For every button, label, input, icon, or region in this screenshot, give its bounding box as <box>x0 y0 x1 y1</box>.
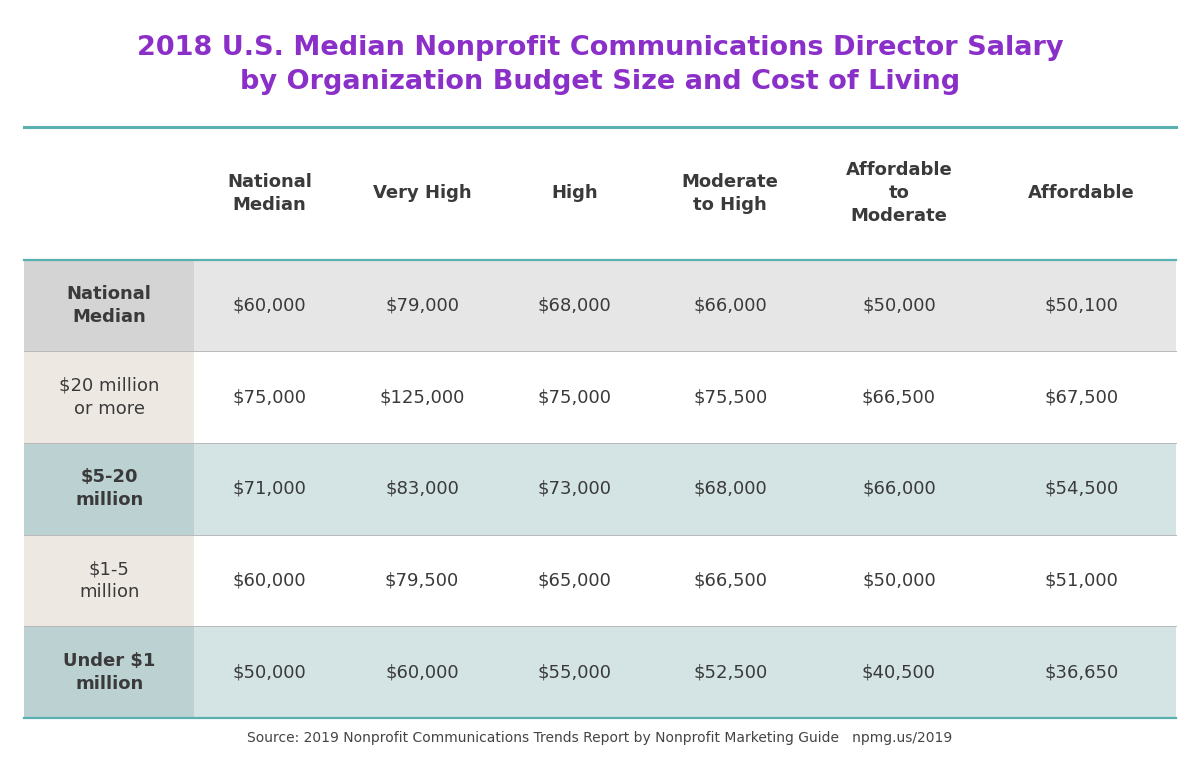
Bar <box>194 443 344 535</box>
Bar <box>811 352 988 443</box>
Bar <box>24 535 194 627</box>
Bar <box>988 127 1176 260</box>
Bar <box>24 627 194 718</box>
Text: $51,000: $51,000 <box>1044 571 1118 590</box>
Bar <box>344 535 499 627</box>
Text: $50,000: $50,000 <box>233 664 306 681</box>
Bar <box>24 127 194 260</box>
Bar <box>344 260 499 352</box>
Bar <box>194 127 344 260</box>
Text: $83,000: $83,000 <box>385 480 458 498</box>
Text: $55,000: $55,000 <box>538 664 612 681</box>
Text: Affordable: Affordable <box>1028 184 1135 202</box>
Bar <box>499 352 649 443</box>
Bar <box>194 535 344 627</box>
Text: $52,500: $52,500 <box>694 664 767 681</box>
Text: $1-5
million: $1-5 million <box>79 560 139 601</box>
Text: $66,500: $66,500 <box>694 571 767 590</box>
Text: $75,500: $75,500 <box>694 389 767 406</box>
Bar <box>811 127 988 260</box>
Text: $60,000: $60,000 <box>233 571 306 590</box>
Text: $67,500: $67,500 <box>1044 389 1118 406</box>
Text: $66,500: $66,500 <box>862 389 936 406</box>
Text: $79,000: $79,000 <box>385 296 460 315</box>
Bar <box>649 352 811 443</box>
Text: $5-20
million: $5-20 million <box>76 468 143 509</box>
Text: Under $1
million: Under $1 million <box>64 652 156 693</box>
Text: $65,000: $65,000 <box>538 571 612 590</box>
Bar <box>811 535 988 627</box>
Text: High: High <box>551 184 598 202</box>
Bar <box>811 260 988 352</box>
Bar <box>344 443 499 535</box>
Bar <box>344 352 499 443</box>
Text: $40,500: $40,500 <box>862 664 936 681</box>
Text: $50,000: $50,000 <box>862 296 936 315</box>
Text: $71,000: $71,000 <box>233 480 306 498</box>
Text: Affordable
to
Moderate: Affordable to Moderate <box>846 161 953 225</box>
Text: National
Median: National Median <box>227 173 312 214</box>
Text: Moderate
to High: Moderate to High <box>682 173 779 214</box>
Bar <box>988 535 1176 627</box>
Text: $66,000: $66,000 <box>862 480 936 498</box>
Bar <box>649 627 811 718</box>
Bar <box>649 443 811 535</box>
Text: $79,500: $79,500 <box>385 571 460 590</box>
Text: $75,000: $75,000 <box>233 389 306 406</box>
Text: Source: 2019 Nonprofit Communications Trends Report by Nonprofit Marketing Guide: Source: 2019 Nonprofit Communications Tr… <box>247 731 953 745</box>
Bar <box>811 443 988 535</box>
Bar <box>649 127 811 260</box>
Bar <box>344 127 499 260</box>
Bar <box>24 443 194 535</box>
Bar <box>24 260 194 352</box>
Text: $50,100: $50,100 <box>1044 296 1118 315</box>
Text: $68,000: $68,000 <box>694 480 767 498</box>
Bar <box>649 535 811 627</box>
Bar <box>344 627 499 718</box>
Bar <box>24 352 194 443</box>
Text: $36,650: $36,650 <box>1044 664 1118 681</box>
Bar <box>194 352 344 443</box>
Text: $66,000: $66,000 <box>694 296 767 315</box>
Bar <box>988 443 1176 535</box>
Text: Very High: Very High <box>373 184 472 202</box>
Text: $125,000: $125,000 <box>379 389 464 406</box>
Bar <box>499 443 649 535</box>
Bar <box>988 352 1176 443</box>
Bar <box>988 627 1176 718</box>
Text: $54,500: $54,500 <box>1044 480 1118 498</box>
Bar <box>988 260 1176 352</box>
Text: $60,000: $60,000 <box>233 296 306 315</box>
Bar <box>499 535 649 627</box>
Text: $68,000: $68,000 <box>538 296 612 315</box>
Text: by Organization Budget Size and Cost of Living: by Organization Budget Size and Cost of … <box>240 69 960 95</box>
Text: $50,000: $50,000 <box>862 571 936 590</box>
Bar <box>499 627 649 718</box>
Text: $73,000: $73,000 <box>538 480 612 498</box>
Bar <box>194 260 344 352</box>
Text: $60,000: $60,000 <box>385 664 458 681</box>
Bar <box>811 627 988 718</box>
Text: National
Median: National Median <box>67 285 151 326</box>
Bar <box>499 260 649 352</box>
Text: $75,000: $75,000 <box>538 389 612 406</box>
Text: $20 million
or more: $20 million or more <box>59 377 160 418</box>
Bar <box>499 127 649 260</box>
Text: 2018 U.S. Median Nonprofit Communications Director Salary: 2018 U.S. Median Nonprofit Communication… <box>137 35 1063 61</box>
Bar <box>194 627 344 718</box>
Bar <box>649 260 811 352</box>
